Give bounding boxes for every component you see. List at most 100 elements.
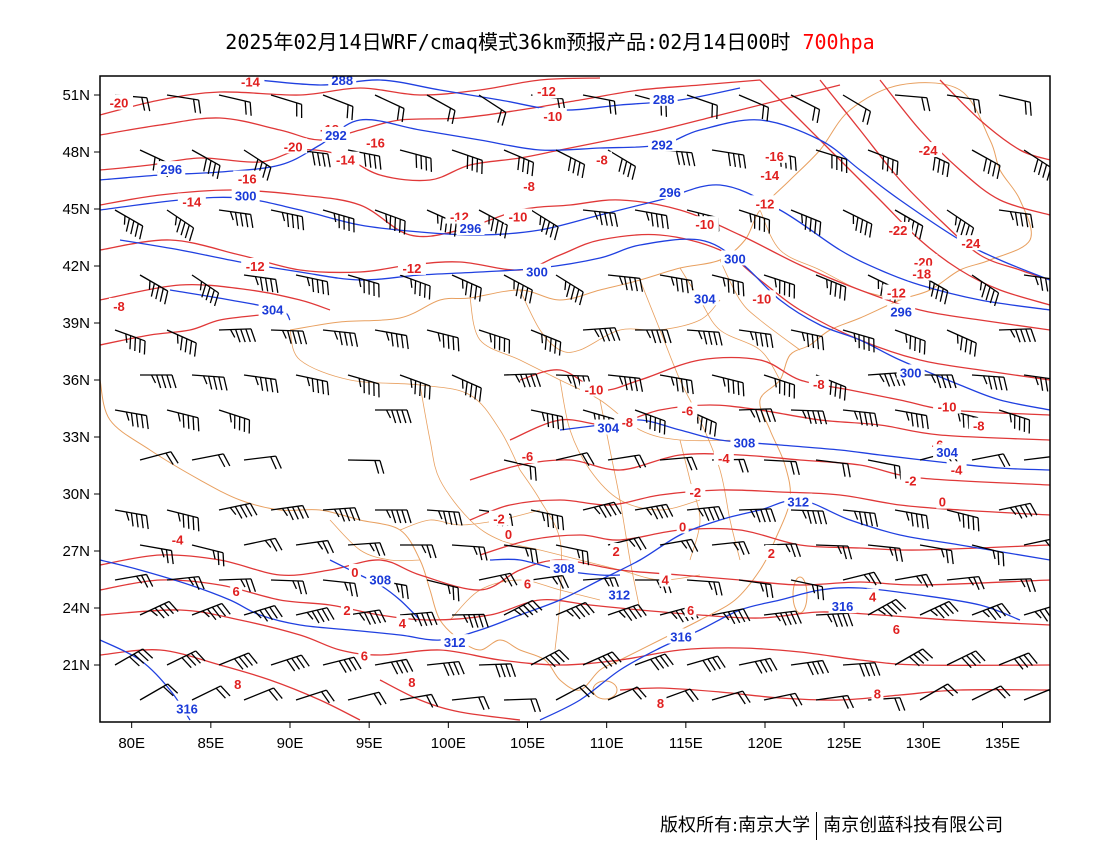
wind-barb <box>842 94 872 125</box>
wind-barb <box>1023 149 1050 181</box>
temp-label-bg <box>361 134 390 150</box>
wind-barb <box>998 502 1038 519</box>
wind-barb <box>894 648 934 667</box>
wind-barb <box>894 409 929 430</box>
height-label-bg <box>730 434 759 450</box>
temp-label-bg <box>956 235 985 251</box>
wind-barb <box>270 94 303 118</box>
wind-barb <box>218 578 257 593</box>
wind-barb <box>867 598 907 617</box>
temperature-isoline <box>939 79 1050 161</box>
wind-barb <box>815 274 847 301</box>
wind-barb <box>295 539 335 554</box>
height-label: 316 <box>670 630 692 645</box>
height-label: 296 <box>659 185 681 200</box>
temperature-label: 6 <box>361 649 368 664</box>
province-boundary <box>679 267 781 381</box>
temperature-label: -14 <box>760 168 780 183</box>
wind-barb <box>686 409 717 437</box>
wind-barb <box>686 655 726 673</box>
height-label-bg <box>523 263 551 279</box>
wind-barb <box>374 209 406 235</box>
temperature-label: 6 <box>524 576 531 591</box>
wind-barb <box>530 409 565 431</box>
wind-barb <box>451 274 482 302</box>
wind-barb <box>971 453 1011 468</box>
wind-barb <box>582 651 622 669</box>
height-label: 300 <box>724 251 746 266</box>
temp-label-bg <box>946 461 967 477</box>
temperature-label: -10 <box>509 210 528 225</box>
wind-barb <box>582 94 617 115</box>
lon-tick-label: 105E <box>510 735 545 752</box>
temp-label-bg <box>659 571 672 587</box>
lat-tick-label: 27N <box>62 543 90 560</box>
wind-barb <box>243 274 279 293</box>
wind-barb <box>426 661 465 677</box>
temperature-isoline <box>100 283 331 311</box>
wind-barb <box>867 149 899 176</box>
hainan-outline <box>592 680 618 700</box>
wind-barb <box>659 274 694 295</box>
wind-barb <box>842 409 879 427</box>
temperature-label: -16 <box>238 172 257 187</box>
wind-barb <box>634 209 669 230</box>
wind-barb <box>998 94 1032 116</box>
wind-barbs <box>114 94 1050 713</box>
wind-barb <box>270 504 310 521</box>
temperature-label: -4 <box>172 533 184 548</box>
temp-label-bg <box>348 563 361 579</box>
wind-barb <box>295 374 330 396</box>
height-isoline <box>100 118 1050 281</box>
wind-barb <box>971 149 1001 179</box>
wind-barb <box>478 209 508 239</box>
wind-barb <box>166 650 206 669</box>
temp-label-bg <box>405 674 418 690</box>
wind-barb <box>763 274 796 299</box>
wind-barb <box>582 327 621 342</box>
lat-tick-label: 42N <box>62 258 90 275</box>
wind-barb <box>426 94 456 124</box>
wind-barb <box>919 683 959 701</box>
lon-tick-label: 85E <box>197 735 224 752</box>
wind-barb <box>815 149 848 173</box>
wind-barb <box>399 149 433 172</box>
temp-label-bg <box>871 685 884 701</box>
wind-barb <box>503 149 535 177</box>
wind-barb <box>1023 688 1050 701</box>
wind-barb <box>867 544 904 562</box>
lon-tick-label: 130E <box>906 735 941 752</box>
height-label-bg <box>656 183 684 199</box>
latitude-axis: 51N 48N 45N 42N 39N 36N 33N 30N 27N 24N 21N <box>62 87 100 674</box>
lon-tick-label: 120E <box>747 735 782 752</box>
wind-barb <box>711 690 751 705</box>
temperature-label: -8 <box>813 377 825 392</box>
wind-barb <box>867 372 906 387</box>
wind-barb <box>322 94 354 121</box>
wind-barb <box>842 329 875 353</box>
wind-barb <box>503 373 542 388</box>
height-label: 296 <box>460 221 482 236</box>
temp-label-bg <box>936 493 949 509</box>
wind-barb <box>270 209 305 231</box>
wind-barb <box>1023 274 1050 292</box>
wind-barb <box>1023 606 1050 622</box>
wind-barb <box>842 571 882 586</box>
wind-barb <box>347 542 386 557</box>
temp-label-bg <box>968 417 989 433</box>
wind-barb <box>375 509 412 524</box>
temperature-label: -8 <box>113 299 125 314</box>
height-label-bg <box>231 187 260 203</box>
temp-label-bg <box>747 290 776 306</box>
lat-tick-label: 30N <box>62 486 90 503</box>
wind-barb <box>686 579 723 596</box>
temperature-label: 6 <box>893 622 900 637</box>
title-main: 2025年02月14日WRF/cmaq模式36km预报产品:02月14日00时 <box>225 30 791 54</box>
wind-barb <box>790 209 822 236</box>
temperature-labels: -20-14-12-10-18-20-16-14-8-8-16-14-12-10… <box>105 73 989 711</box>
wind-barb <box>894 573 934 588</box>
wind-barb <box>191 149 221 179</box>
wind-barb <box>191 453 231 468</box>
lat-tick-label: 24N <box>62 600 90 617</box>
